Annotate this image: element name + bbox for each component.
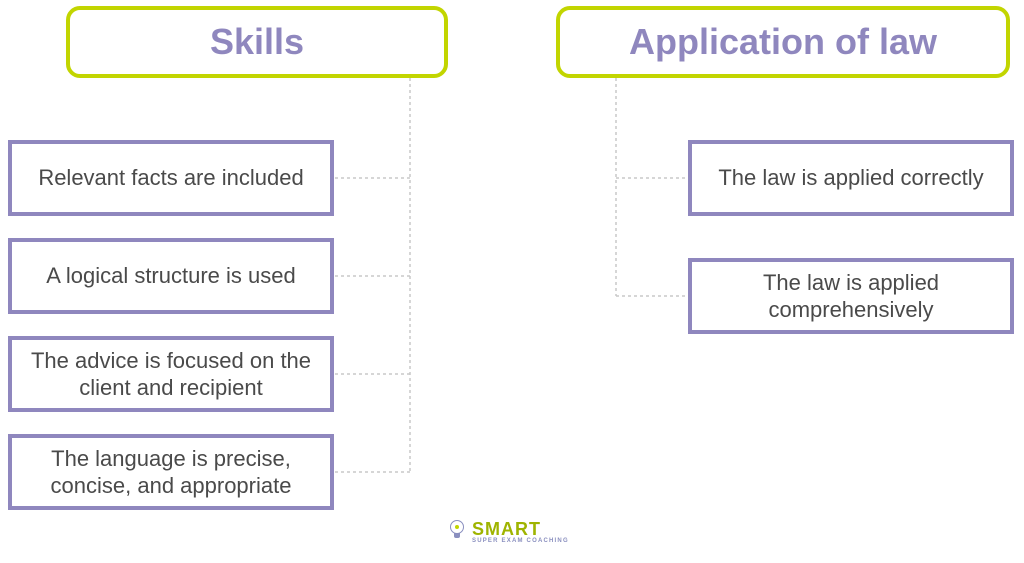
criterion-box: The advice is focused on the client and … (8, 336, 334, 412)
category-header: Skills (66, 6, 448, 78)
logo-sub: SUPER EXAM COACHING (472, 538, 569, 544)
lightbulb-icon (448, 520, 466, 544)
logo-text: SMART SUPER EXAM COACHING (472, 520, 569, 544)
diagram-canvas: Skills Relevant facts are included A logic… (0, 0, 1024, 563)
criterion-box: The language is precise, concise, and ap… (8, 434, 334, 510)
logo-main: SMART (472, 520, 569, 538)
criterion-box: The law is applied correctly (688, 140, 1014, 216)
criterion-box: The law is applied comprehensively (688, 258, 1014, 334)
brand-logo: SMART SUPER EXAM COACHING (448, 520, 569, 544)
criterion-box: A logical structure is used (8, 238, 334, 314)
category-header: Application of law (556, 6, 1010, 78)
criterion-box: Relevant facts are included (8, 140, 334, 216)
